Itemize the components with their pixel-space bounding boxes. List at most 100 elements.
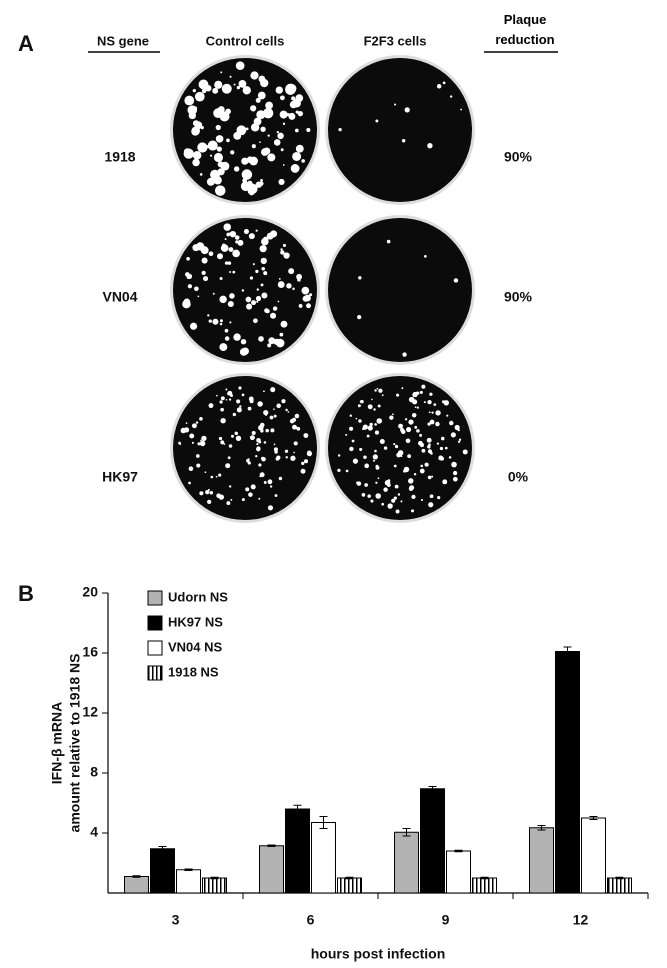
plaque <box>209 251 214 256</box>
plaque <box>296 427 300 431</box>
plaque <box>306 128 310 132</box>
plaque <box>230 231 236 237</box>
plaque <box>189 433 194 438</box>
header: F2F3 cells <box>364 33 427 48</box>
plaque <box>235 432 238 435</box>
plaque <box>217 146 222 151</box>
plaque <box>256 443 258 445</box>
bar <box>338 878 362 893</box>
plaque <box>358 404 361 407</box>
plaque <box>266 309 270 313</box>
plaque <box>304 459 308 463</box>
plaque <box>411 495 415 499</box>
plaque <box>288 411 290 413</box>
plaque <box>420 443 424 447</box>
plaque <box>398 424 403 429</box>
plaque <box>256 296 261 301</box>
row-label: 1918 <box>104 149 135 165</box>
plaque <box>301 462 304 465</box>
plaque <box>232 271 235 274</box>
plaque <box>229 321 231 323</box>
plaque <box>383 487 387 491</box>
plaque <box>435 422 439 426</box>
plaque <box>196 463 200 467</box>
plaque <box>274 139 281 146</box>
plaque <box>455 425 460 430</box>
plaque <box>222 84 232 94</box>
plaque <box>184 96 194 106</box>
plaque <box>185 272 190 277</box>
plaque <box>377 388 379 390</box>
plaque <box>293 452 295 454</box>
plaque <box>435 410 440 415</box>
plaque <box>428 502 433 507</box>
plaque <box>450 95 452 97</box>
plaque <box>288 113 295 120</box>
plaque <box>364 464 369 469</box>
plaque <box>273 408 275 410</box>
plaque <box>248 407 252 411</box>
plaque <box>205 490 209 494</box>
plaque <box>460 109 462 111</box>
plaque <box>281 148 284 151</box>
plaque <box>406 427 411 432</box>
plaque <box>209 319 212 322</box>
plaque <box>240 348 248 356</box>
plaque <box>186 257 190 261</box>
plaque <box>420 465 423 468</box>
plaque <box>229 398 231 400</box>
plaque <box>270 428 274 432</box>
plaque <box>260 179 263 182</box>
plaque <box>242 289 244 291</box>
figure: A NS gene Control cells F2F3 cells Plaqu… <box>0 0 667 968</box>
plaque <box>226 399 228 401</box>
plaque <box>376 418 382 424</box>
plaque <box>417 407 419 409</box>
plaque <box>279 477 282 480</box>
plaque <box>202 251 205 254</box>
plaque <box>285 450 288 453</box>
plaque <box>270 387 275 392</box>
plaque <box>427 423 430 426</box>
plaque <box>274 444 276 446</box>
plaque <box>362 493 366 497</box>
plaque <box>276 404 281 409</box>
plaque <box>292 418 296 422</box>
bar <box>447 851 471 893</box>
plaque <box>411 509 414 512</box>
plaque <box>338 454 340 456</box>
plaque <box>449 421 453 425</box>
plaque <box>345 434 347 436</box>
plaque <box>367 494 371 498</box>
y-axis-label: IFN-β mRNA <box>49 702 65 784</box>
plaque <box>395 485 399 489</box>
plaque <box>420 391 423 394</box>
plaque <box>429 393 432 396</box>
bar <box>556 652 580 894</box>
chart: 48121620IFN-β mRNAamount relative to 191… <box>49 584 648 962</box>
plaque <box>220 440 224 444</box>
plaque <box>270 230 277 237</box>
plaque <box>459 439 461 441</box>
plaque <box>373 454 378 459</box>
plaque <box>433 403 436 406</box>
plaque <box>178 442 181 445</box>
plaque <box>261 457 264 460</box>
plaque <box>267 153 275 161</box>
plaque <box>248 461 251 464</box>
plaque <box>216 476 218 478</box>
plaque <box>258 92 266 100</box>
plaque <box>458 441 460 443</box>
plaque <box>255 455 257 457</box>
plaque <box>227 391 232 396</box>
plaque <box>367 435 370 438</box>
plaque <box>205 471 207 473</box>
plaque <box>210 155 212 157</box>
plaque <box>378 405 381 408</box>
plaque <box>188 284 192 288</box>
plaque <box>196 242 204 250</box>
plaque <box>357 481 361 485</box>
dish <box>173 376 317 520</box>
plaque <box>291 164 300 173</box>
plaque <box>278 179 284 185</box>
